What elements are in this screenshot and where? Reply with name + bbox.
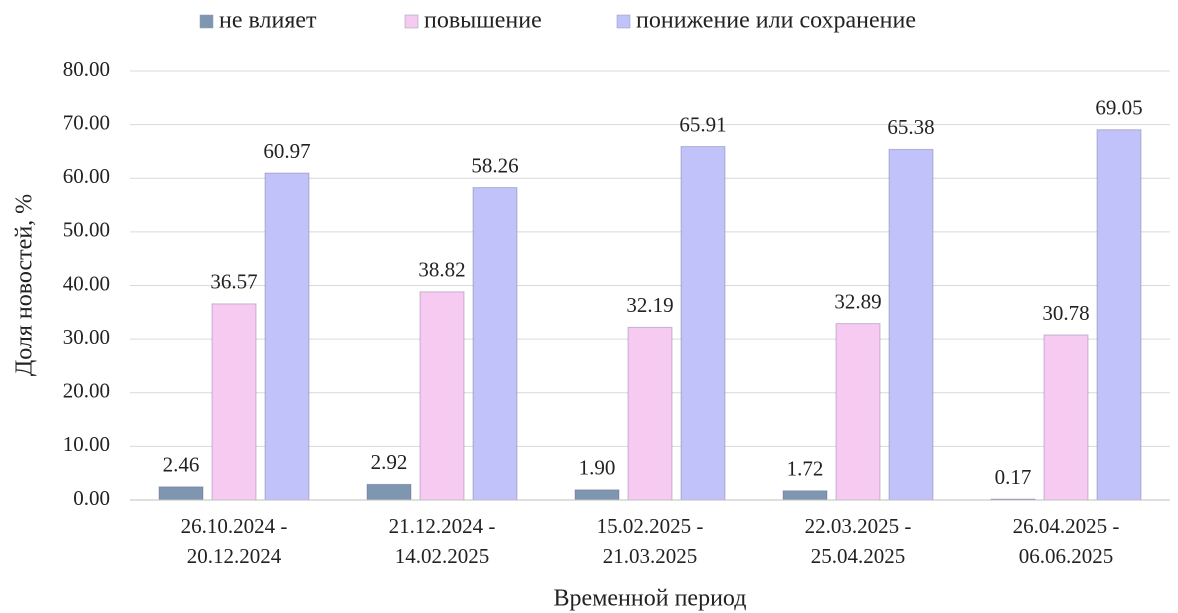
bar <box>574 489 620 501</box>
data-label: 32.89 <box>834 289 881 313</box>
x-tick-label: 22.03.2025 -25.04.2025 <box>805 514 912 568</box>
legend-label: понижение или сохранение <box>636 8 916 34</box>
y-axis-title: Доля новостей, % <box>12 194 38 376</box>
y-tick-label: 60.00 <box>63 164 110 188</box>
y-tick-label: 30.00 <box>63 325 110 349</box>
data-label: 69.05 <box>1095 96 1142 120</box>
data-label: 30.78 <box>1042 301 1089 325</box>
bar <box>627 326 673 501</box>
x-axis-title: Временной период <box>554 586 747 612</box>
legend-label: не влияет <box>219 8 317 34</box>
y-tick-label: 10.00 <box>63 432 110 456</box>
data-label: 65.38 <box>887 115 934 139</box>
bar <box>264 172 310 501</box>
data-label: 36.57 <box>210 270 257 294</box>
bar <box>888 148 934 501</box>
legend-swatch <box>404 14 419 29</box>
y-tick-label: 50.00 <box>63 218 110 242</box>
bar <box>1096 129 1142 501</box>
bar <box>158 486 204 501</box>
data-label: 60.97 <box>263 139 310 163</box>
y-tick-label: 80.00 <box>63 57 110 81</box>
data-label: 1.90 <box>579 456 616 480</box>
bar <box>680 146 726 501</box>
y-tick-label: 40.00 <box>63 271 110 295</box>
data-label: 65.91 <box>679 112 726 136</box>
legend-swatch <box>199 14 214 29</box>
data-label: 58.26 <box>471 153 518 177</box>
data-label: 1.72 <box>787 457 824 481</box>
y-tick-label: 0.00 <box>73 486 110 510</box>
bar <box>472 187 518 501</box>
data-label: 38.82 <box>418 258 465 282</box>
x-tick-label: 15.02.2025 -21.03.2025 <box>597 514 704 568</box>
legend-swatch <box>616 14 631 29</box>
bar <box>835 323 881 501</box>
bar <box>1043 334 1089 501</box>
bar <box>366 483 412 501</box>
data-label: 0.17 <box>995 465 1032 489</box>
data-label: 32.19 <box>626 293 673 317</box>
x-tick-label: 26.10.2024 -20.12.2024 <box>181 514 288 568</box>
bar <box>419 291 465 501</box>
legend-label: повышение <box>424 8 542 34</box>
bar <box>211 303 257 501</box>
data-label: 2.92 <box>371 450 408 474</box>
x-tick-label: 26.04.2025 -06.06.2025 <box>1013 514 1120 568</box>
x-tick-label: 21.12.2024 -14.02.2025 <box>389 514 496 568</box>
y-tick-label: 20.00 <box>63 379 110 403</box>
y-tick-label: 70.00 <box>63 110 110 134</box>
bar <box>782 490 828 501</box>
data-label: 2.46 <box>163 453 200 477</box>
